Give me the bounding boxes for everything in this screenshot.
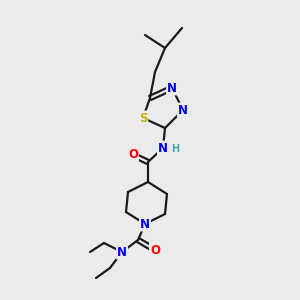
Text: S: S xyxy=(139,112,147,124)
Text: N: N xyxy=(117,245,127,259)
Text: O: O xyxy=(150,244,160,256)
Text: N: N xyxy=(178,103,188,116)
Text: N: N xyxy=(158,142,168,154)
Text: H: H xyxy=(171,144,179,154)
Text: N: N xyxy=(140,218,150,230)
Text: N: N xyxy=(167,82,177,94)
Text: O: O xyxy=(128,148,138,161)
